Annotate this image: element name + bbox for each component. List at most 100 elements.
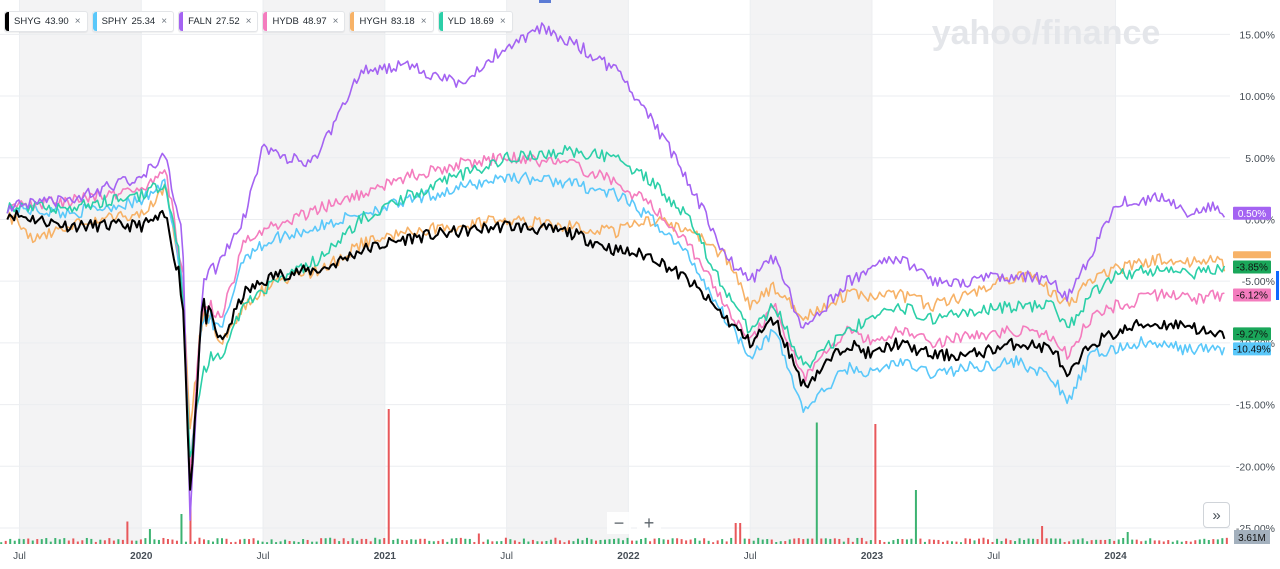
volume-bar <box>166 539 169 544</box>
range-handle-top[interactable] <box>539 0 551 3</box>
volume-bar <box>356 540 359 544</box>
close-icon[interactable]: × <box>420 16 427 27</box>
y-tick-label: 5.00% <box>1245 153 1275 165</box>
volume-bar <box>63 538 66 544</box>
volume-bar <box>184 541 187 544</box>
volume-bar <box>239 539 242 544</box>
x-tick-label: Jul <box>500 551 513 562</box>
volume-bar <box>360 538 363 544</box>
volume-bar <box>1009 540 1012 544</box>
volume-bar <box>338 541 341 544</box>
volume-bar <box>617 538 620 544</box>
volume-bar <box>1185 540 1188 544</box>
series-line-yld <box>6 144 1226 458</box>
volume-bar <box>1041 526 1044 544</box>
volume-bar <box>761 539 764 544</box>
end-label-hygh <box>1233 251 1271 259</box>
volume-bar <box>599 539 602 544</box>
volume-bar <box>329 537 332 544</box>
legend-price: 27.52 <box>215 16 240 27</box>
scale-handle-right[interactable] <box>1276 271 1279 300</box>
volume-bar <box>707 540 710 544</box>
zoom-out-button[interactable]: − <box>607 512 631 534</box>
volume-bar <box>207 540 210 544</box>
legend-price: 25.34 <box>131 16 156 27</box>
volume-bar <box>865 541 868 544</box>
volume-bar <box>49 541 52 544</box>
close-icon[interactable]: × <box>499 16 506 27</box>
volume-bar <box>468 538 471 544</box>
x-tick-label: 2023 <box>861 551 884 562</box>
volume-bar <box>883 541 886 544</box>
end-label-sphy: -10.49% <box>1233 342 1271 356</box>
volume-bar <box>13 540 16 544</box>
volume-bar <box>1054 538 1057 544</box>
volume-bar <box>112 540 115 544</box>
volume-bar <box>473 542 476 544</box>
legend-chip-hygh[interactable]: HYGH 83.18 × <box>349 11 434 32</box>
volume-bar <box>54 538 57 544</box>
volume-bar <box>153 539 156 544</box>
volume-bar <box>910 538 913 544</box>
close-icon[interactable]: × <box>74 16 81 27</box>
volume-bar <box>1063 542 1066 544</box>
legend-chip-shyg[interactable]: SHYG 43.90 × <box>4 11 88 32</box>
y-tick-label: -20.00% <box>1236 461 1275 473</box>
close-icon[interactable]: × <box>332 16 339 27</box>
x-tick-label: 2022 <box>617 551 640 562</box>
volume-bar <box>419 538 422 544</box>
end-label-yld: -3.85% <box>1233 260 1271 274</box>
zoom-in-button[interactable]: + <box>637 512 661 534</box>
volume-bar <box>31 540 34 544</box>
volume-bar <box>446 541 449 544</box>
volume-bar <box>1108 539 1111 544</box>
legend-symbol: FALN <box>188 16 212 27</box>
legend-swatch <box>438 12 443 31</box>
volume-bar <box>1194 540 1197 544</box>
volume-bar <box>270 539 273 544</box>
legend-chip-sphy[interactable]: SPHY 25.34 × <box>91 11 175 32</box>
volume-bar <box>1032 538 1035 544</box>
y-tick-label: -15.00% <box>1236 400 1275 412</box>
volume-bar <box>1225 537 1228 544</box>
close-icon[interactable]: × <box>161 16 168 27</box>
series-line-shyg <box>6 209 1226 491</box>
volume-bar <box>1122 537 1125 544</box>
volume-bar <box>1081 538 1084 544</box>
volume-bar <box>387 409 390 544</box>
legend-chip-yld[interactable]: YLD 18.69 × <box>437 11 513 32</box>
volume-bar <box>694 538 697 544</box>
volume-bar <box>1144 540 1147 544</box>
end-label-text: 0.50% <box>1238 209 1266 220</box>
volume-bar <box>928 539 931 544</box>
volume-bar <box>1072 539 1075 544</box>
legend-chip-hydb[interactable]: HYDB 48.97 × <box>262 11 346 32</box>
close-icon[interactable]: × <box>245 16 252 27</box>
end-label-bg <box>1233 251 1271 259</box>
volume-bar <box>536 541 539 544</box>
volume-bar <box>410 539 413 544</box>
volume-bar <box>257 540 260 544</box>
volume-bar <box>892 540 895 544</box>
volume-bar <box>1036 539 1039 544</box>
volume-bar <box>842 541 845 544</box>
end-label-faln: 0.50% <box>1233 206 1271 220</box>
volume-bar <box>622 540 625 544</box>
volume-bar <box>405 540 408 544</box>
expand-button[interactable]: » <box>1203 502 1230 528</box>
volume-bar <box>950 541 953 544</box>
volume-bar <box>1023 539 1026 544</box>
volume-bar <box>1045 538 1048 544</box>
volume-bar <box>626 537 629 544</box>
volume-bar <box>671 538 674 544</box>
volume-bar <box>996 538 999 544</box>
legend-chip-faln[interactable]: FALN 27.52 × <box>178 11 259 32</box>
volume-bar <box>396 538 399 544</box>
volume-bar <box>1149 538 1152 544</box>
volume-bar <box>978 538 981 544</box>
volume-bar <box>635 540 638 544</box>
volume-bar <box>58 539 61 544</box>
volume-bar <box>76 541 79 544</box>
volume-bar <box>698 540 701 544</box>
